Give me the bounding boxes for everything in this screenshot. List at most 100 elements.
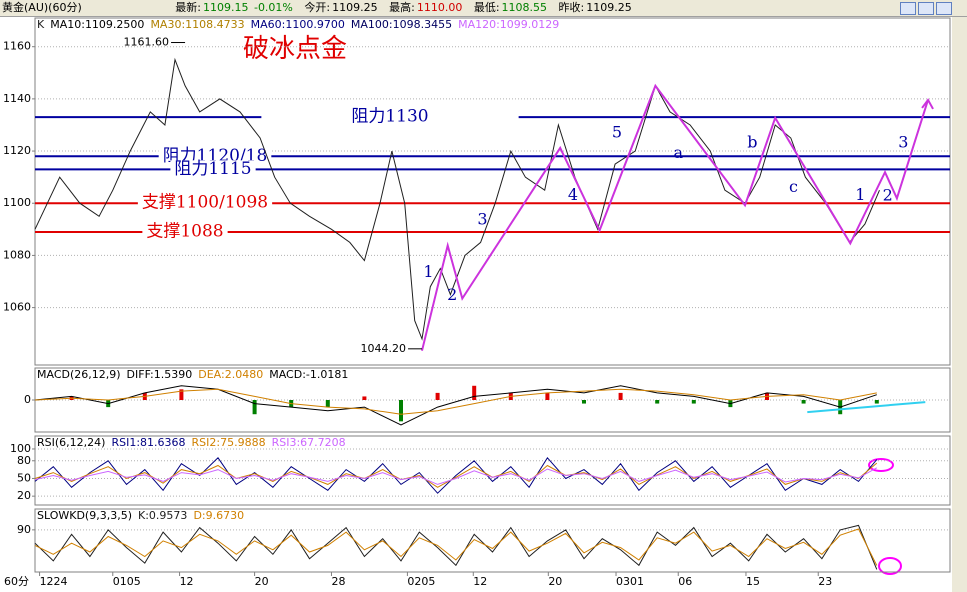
legend-entry: MA60:1100.9700 bbox=[251, 18, 345, 31]
macd-bar bbox=[618, 392, 623, 400]
highlight-ellipse bbox=[878, 557, 902, 575]
series-line bbox=[34, 456, 878, 494]
y-tick-label: 0 bbox=[24, 393, 31, 406]
macd-bar bbox=[179, 389, 184, 400]
field-label: 今开: bbox=[304, 1, 331, 14]
level-label: 支撑1088 bbox=[146, 221, 223, 241]
macd-bar bbox=[435, 392, 440, 400]
change: -0.01% bbox=[253, 1, 293, 14]
macd-bar bbox=[545, 392, 550, 400]
legend-entry: D:9.6730 bbox=[193, 509, 244, 522]
wave-label: 4 bbox=[568, 185, 578, 204]
series-line bbox=[34, 524, 878, 570]
panel bbox=[34, 17, 951, 366]
legend-entry: MA10:1109.2500 bbox=[50, 18, 144, 31]
extreme-label: 1161.60 bbox=[124, 36, 170, 49]
wave-label: 2 bbox=[883, 186, 893, 205]
wave-label: 5 bbox=[612, 122, 622, 141]
macd-bar bbox=[582, 400, 586, 404]
macd-bar bbox=[801, 400, 806, 404]
x-tick-label: 06 bbox=[678, 575, 692, 588]
field-label: 最高: bbox=[389, 1, 415, 14]
field-value: 1110.00 bbox=[416, 1, 463, 14]
macd-bar bbox=[399, 400, 403, 422]
field-label: 昨收: bbox=[558, 1, 585, 14]
series-line bbox=[34, 57, 880, 341]
label-background bbox=[137, 194, 273, 213]
label-background bbox=[142, 222, 228, 241]
wave-label: 3 bbox=[477, 210, 487, 229]
x-tick-label: 0205 bbox=[407, 575, 435, 588]
highlight-ellipse bbox=[868, 458, 894, 472]
series-line bbox=[34, 467, 878, 485]
y-tick-label: 80 bbox=[17, 454, 31, 467]
panel-title: RSI(6,12,24) bbox=[37, 436, 105, 449]
field-value: 1109.15 bbox=[202, 1, 249, 14]
wave-label: 1 bbox=[423, 262, 433, 281]
x-tick-label: 15 bbox=[746, 575, 760, 588]
chart-title: 破冰点金 bbox=[243, 34, 347, 64]
scrollbar bbox=[952, 17, 967, 592]
y-tick-label: 90 bbox=[17, 523, 31, 536]
wave-path bbox=[421, 83, 929, 351]
y-tick-label: 1160 bbox=[3, 40, 31, 53]
y-tick-label: 100 bbox=[10, 442, 31, 455]
panel bbox=[34, 435, 951, 506]
panel-title: SLOWKD(9,3,3,5) bbox=[37, 509, 132, 522]
series-line bbox=[34, 528, 878, 566]
field-value: 1109.25 bbox=[332, 1, 378, 14]
macd-bar bbox=[362, 396, 367, 400]
y-tick-label: 50 bbox=[17, 471, 31, 484]
legend-entry: K bbox=[37, 18, 45, 31]
field-value: 1109.25 bbox=[586, 1, 632, 14]
wave-label: 3 bbox=[898, 133, 908, 152]
field-label: 最新: bbox=[175, 1, 201, 14]
legend-entry: K:0.9573 bbox=[138, 509, 187, 522]
y-tick-label: 1080 bbox=[3, 248, 31, 261]
legend-entry: RSI2:75.9888 bbox=[192, 436, 266, 449]
legend-entry: MACD:-1.0181 bbox=[269, 368, 348, 381]
series-line bbox=[34, 388, 877, 415]
x-tick-label: 0301 bbox=[616, 575, 644, 588]
label-background bbox=[170, 160, 256, 179]
legend-entry: RSI1:81.6368 bbox=[111, 436, 185, 449]
series-line bbox=[34, 462, 878, 488]
panel bbox=[34, 508, 951, 573]
series-line bbox=[34, 385, 877, 426]
nav-button[interactable] bbox=[936, 2, 952, 15]
level-label: 阻力1115 bbox=[174, 159, 251, 179]
x-tick-label: 20 bbox=[548, 575, 562, 588]
wave-label: b bbox=[747, 133, 757, 152]
macd-bar bbox=[691, 400, 696, 404]
wave-label: 1 bbox=[855, 185, 865, 204]
nav-button[interactable] bbox=[918, 2, 934, 15]
macd-bar bbox=[874, 400, 879, 404]
wave-label: c bbox=[789, 177, 798, 196]
level-label: 阻力1130 bbox=[351, 107, 428, 127]
header: 黄金(AU)(60分) 最新: 1109.15 -0.01% 今开: 1109.25… bbox=[0, 0, 967, 17]
x-tick-label: 12 bbox=[473, 575, 487, 588]
legend-entry: DIFF:1.5390 bbox=[127, 368, 193, 381]
macd-bar bbox=[252, 400, 257, 415]
label-background bbox=[261, 108, 519, 127]
field-value: 1108.55 bbox=[501, 1, 548, 14]
field-label: 最低: bbox=[473, 1, 500, 14]
macd-bar bbox=[325, 400, 330, 408]
panel-title: MACD(26,12,9) bbox=[37, 368, 121, 381]
x-tick-label: 20 bbox=[255, 575, 269, 588]
wave-label: a bbox=[673, 143, 683, 162]
legend-entry: DEA:2.0480 bbox=[198, 368, 263, 381]
symbol: 黄金(AU)(60分) bbox=[2, 1, 82, 14]
legend-entry: MA100:1098.3455 bbox=[351, 18, 452, 31]
y-tick-label: 1100 bbox=[3, 196, 31, 209]
legend-entry: RSI3:67.7208 bbox=[272, 436, 346, 449]
extreme-label: 1044.20 bbox=[361, 342, 407, 355]
nav-button[interactable] bbox=[900, 2, 916, 15]
macd-bar bbox=[472, 385, 477, 400]
x-axis-label: 60分 bbox=[4, 575, 29, 588]
x-tick-label: 12 bbox=[180, 575, 194, 588]
x-tick-label: 28 bbox=[331, 575, 345, 588]
arrow-head bbox=[921, 98, 934, 110]
